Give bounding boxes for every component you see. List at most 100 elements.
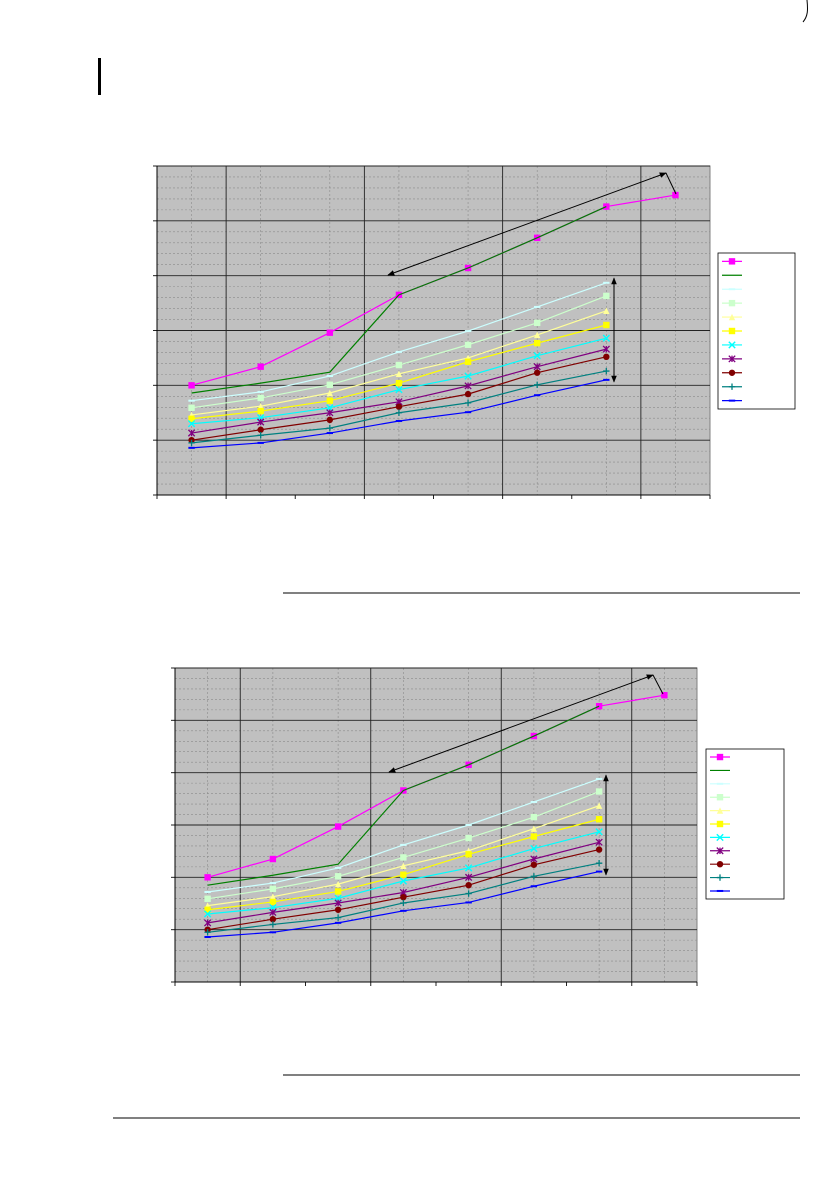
marker [728,355,736,363]
marker [533,381,541,388]
marker [716,753,724,761]
marker [395,409,403,416]
marker [326,397,334,404]
marker [334,888,342,895]
marker [326,416,334,424]
marker [530,825,538,832]
marker [595,828,603,836]
marker [464,864,473,872]
marker [603,292,610,300]
marker [395,370,403,378]
marker [530,873,538,880]
marker [530,813,538,821]
line-chart [171,667,785,986]
marker [716,820,724,828]
marker [533,339,541,347]
marker [326,409,334,417]
marker [728,383,736,390]
marker [334,823,342,830]
marker [716,794,724,801]
marker [716,807,724,814]
marker [603,353,610,361]
marker [326,329,334,336]
marker [257,402,264,410]
marker [204,874,211,881]
marker [728,369,736,376]
marker [395,361,403,369]
marker [334,906,342,913]
marker [716,874,724,881]
marker [464,358,472,365]
legend [705,748,785,900]
marker [203,910,212,918]
marker [464,341,472,348]
edge-mark [802,0,808,23]
legend [717,252,796,410]
marker [533,363,541,371]
marker [533,352,541,360]
marker [465,851,472,858]
marker [661,692,668,699]
marker [595,838,603,846]
marker [465,834,472,842]
marker [716,860,724,868]
marker [728,341,736,349]
marker [400,894,407,901]
change-bar [98,58,101,95]
marker [326,381,334,388]
marker [188,404,195,412]
marker [269,898,277,906]
marker [595,788,603,795]
marker [530,861,538,868]
marker [728,327,736,335]
marker [395,403,403,410]
marker [465,881,472,889]
marker [728,299,736,307]
marker [269,916,277,923]
marker [257,418,265,426]
marker [399,877,408,885]
marker [400,854,407,861]
marker [326,389,334,397]
marker [326,424,334,432]
marker [464,382,472,390]
marker [257,407,264,415]
marker [334,880,342,888]
marker [400,871,407,878]
marker [595,816,603,823]
marker [595,802,603,809]
marker [269,855,277,863]
marker [716,833,724,842]
marker [464,399,472,407]
marker [464,390,472,398]
marker [187,429,196,437]
marker [533,331,541,339]
marker [269,921,277,928]
marker [257,363,264,370]
marker [188,415,195,422]
marker [395,386,403,394]
marker [533,369,541,376]
marker [602,345,610,353]
marker [188,382,195,389]
marker [204,895,211,902]
marker [334,899,342,907]
marker [257,426,264,433]
line-chart [153,165,796,499]
marker [187,420,196,428]
marker [464,372,472,380]
marker [728,313,736,321]
marker [465,890,472,897]
marker [728,258,736,265]
marker [603,367,610,375]
marker [269,908,277,917]
marker [334,914,342,921]
marker [603,307,610,314]
marker [334,873,342,880]
marker [595,846,603,853]
marker [716,847,724,855]
marker [204,929,211,936]
marker [602,334,611,342]
marker [395,379,403,387]
